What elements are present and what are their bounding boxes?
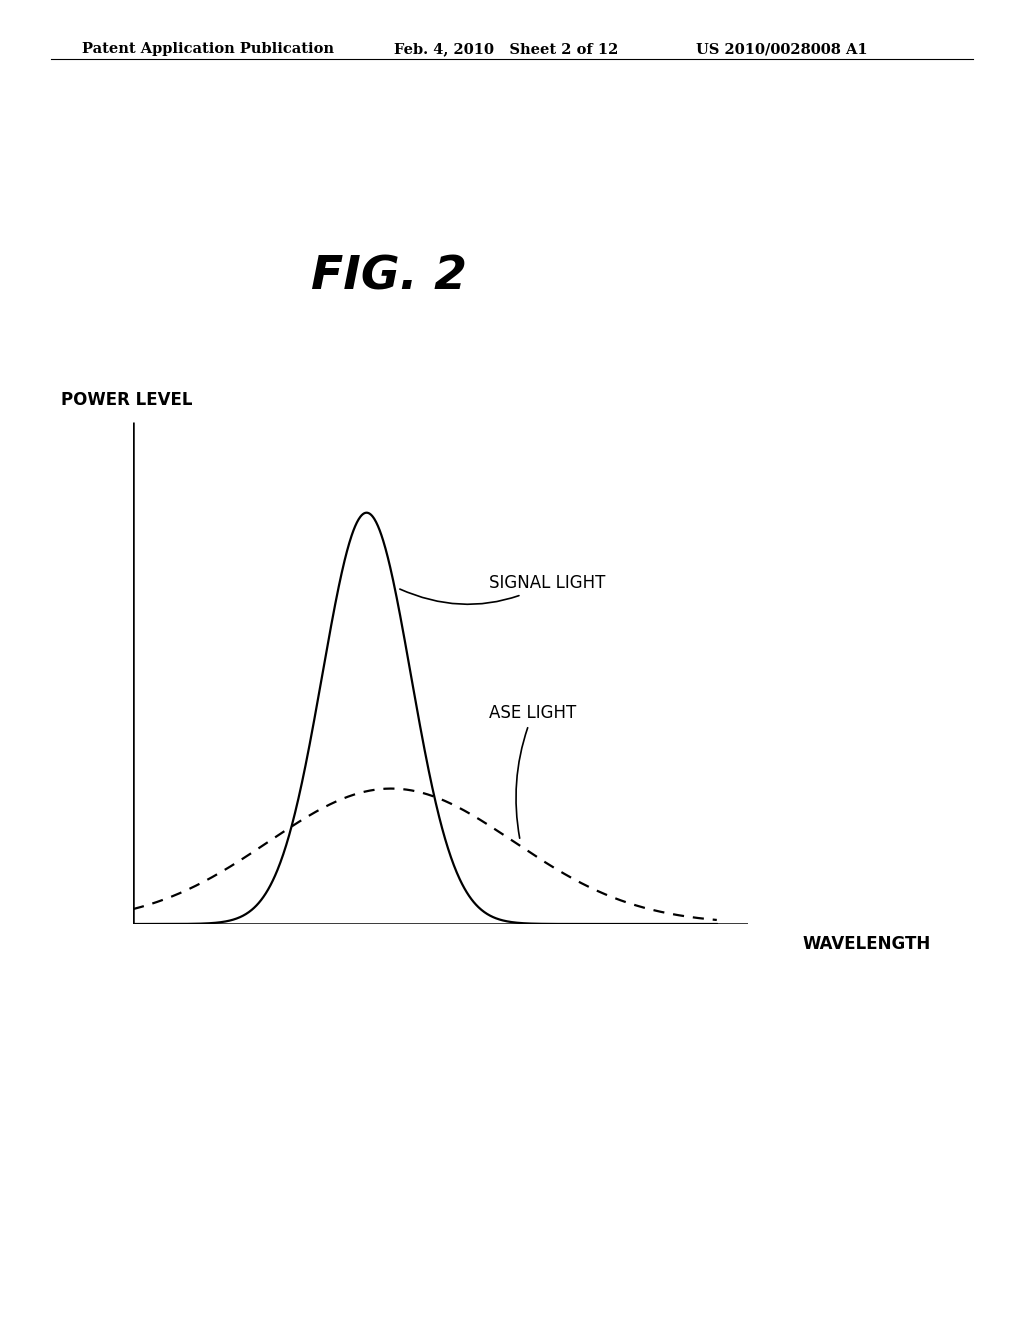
Text: SIGNAL LIGHT: SIGNAL LIGHT [399,574,606,605]
Text: Patent Application Publication: Patent Application Publication [82,42,334,57]
Text: US 2010/0028008 A1: US 2010/0028008 A1 [696,42,868,57]
Text: Feb. 4, 2010   Sheet 2 of 12: Feb. 4, 2010 Sheet 2 of 12 [394,42,618,57]
Text: POWER LEVEL: POWER LEVEL [61,391,193,409]
Text: FIG. 2: FIG. 2 [311,255,467,300]
Text: WAVELENGTH: WAVELENGTH [803,935,931,953]
Text: ASE LIGHT: ASE LIGHT [489,705,577,838]
